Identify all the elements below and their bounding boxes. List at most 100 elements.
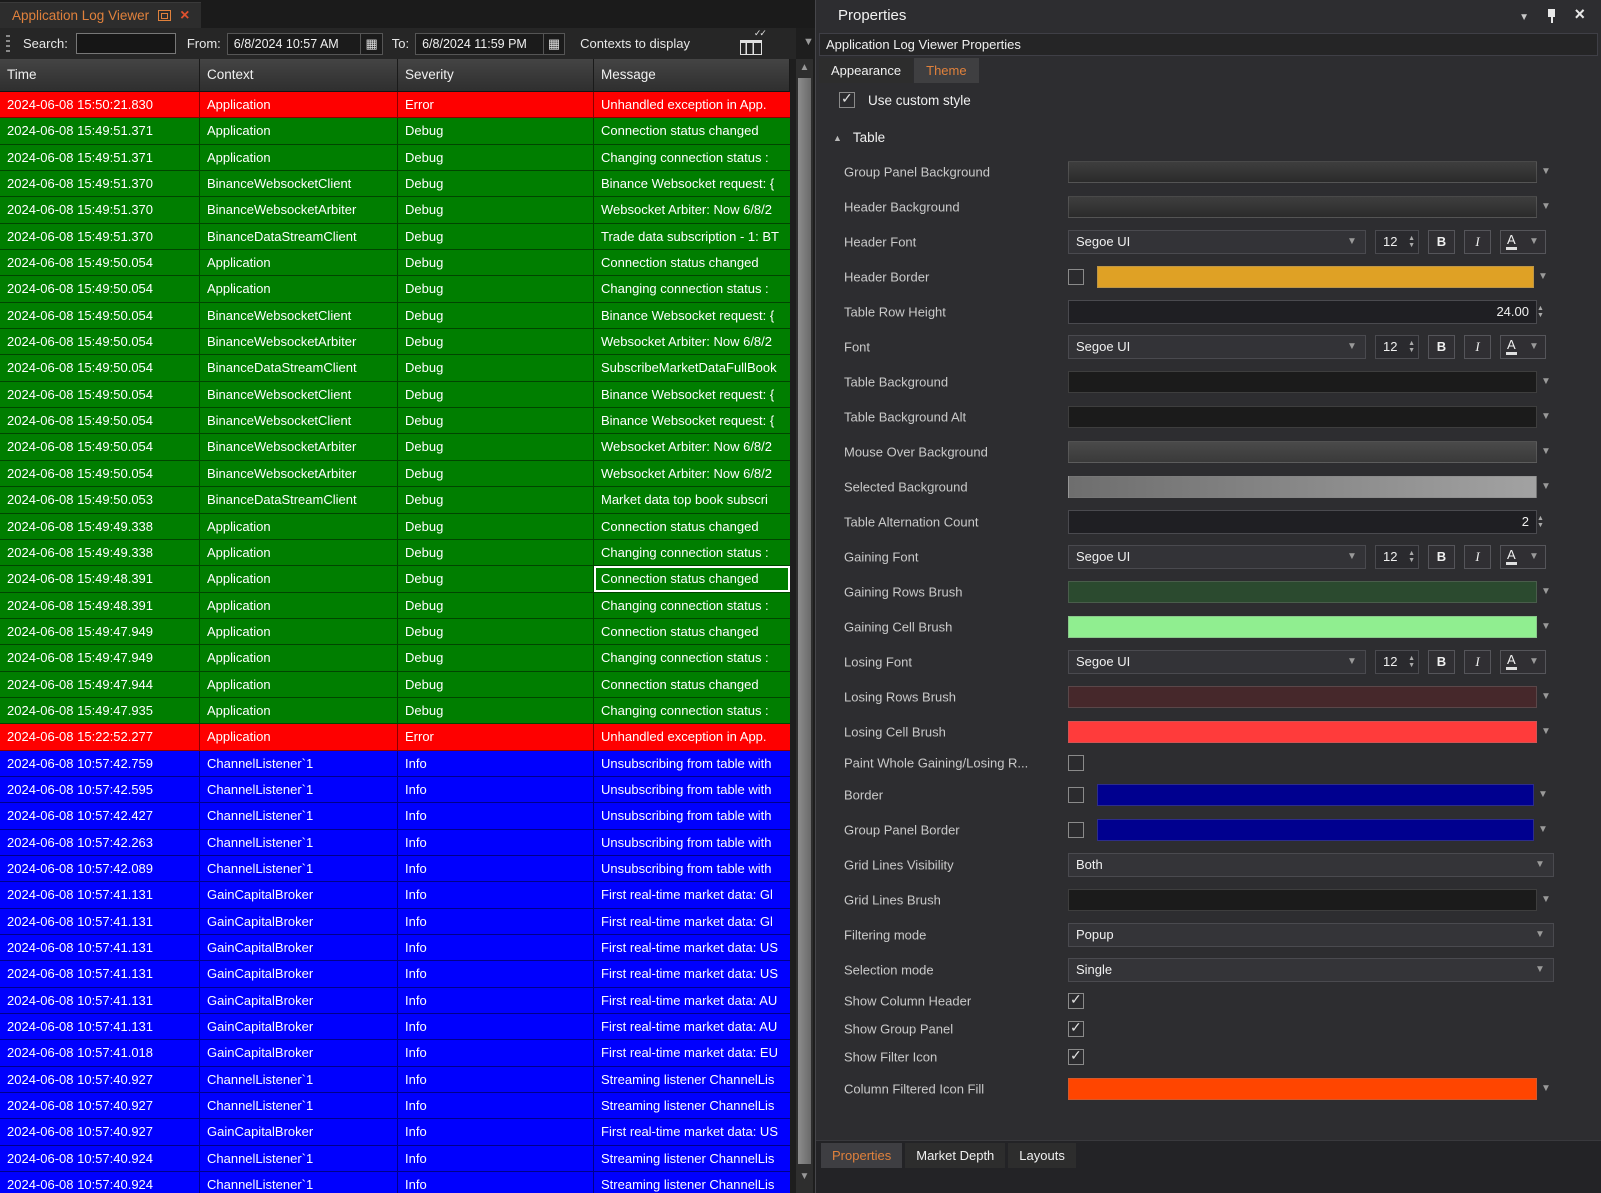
log-row[interactable]: 2024-06-08 15:49:48.391ApplicationDebugC… — [0, 566, 790, 592]
log-cell-severity[interactable]: Debug — [398, 171, 594, 197]
log-cell-severity[interactable]: Debug — [398, 329, 594, 355]
log-cell-message[interactable]: First real-time market data: Gl — [594, 882, 790, 908]
log-cell-context[interactable]: BinanceWebsocketClient — [200, 382, 398, 408]
scroll-thumb[interactable] — [798, 78, 811, 1164]
log-cell-context[interactable]: Application — [200, 645, 398, 671]
italic-button[interactable]: I — [1464, 545, 1491, 569]
log-cell-severity[interactable]: Debug — [398, 118, 594, 144]
log-cell-time[interactable]: 2024-06-08 15:49:51.370 — [0, 224, 200, 250]
log-cell-message[interactable]: Streaming listener ChannelLis — [594, 1172, 790, 1193]
log-cell-severity[interactable]: Debug — [398, 250, 594, 276]
chevron-down-icon[interactable]: ▼ — [1537, 789, 1549, 800]
bold-button[interactable]: B — [1428, 335, 1455, 359]
log-cell-context[interactable]: BinanceWebsocketArbiter — [200, 434, 398, 460]
log-cell-time[interactable]: 2024-06-08 15:49:47.944 — [0, 672, 200, 698]
chevron-down-icon[interactable]: ▼ — [1519, 12, 1529, 23]
log-row[interactable]: 2024-06-08 15:49:47.935ApplicationDebugC… — [0, 698, 790, 724]
log-cell-time[interactable]: 2024-06-08 15:49:49.338 — [0, 514, 200, 540]
log-cell-message[interactable]: Trade data subscription - 1: BT — [594, 224, 790, 250]
log-row[interactable]: 2024-06-08 15:49:50.054ApplicationDebugC… — [0, 250, 790, 276]
log-cell-context[interactable]: ChannelListener`1 — [200, 830, 398, 856]
spin-down-icon[interactable]: ▼ — [1408, 557, 1415, 564]
spinner-arrows[interactable]: ▲▼ — [1408, 550, 1415, 564]
color-swatch[interactable] — [1068, 581, 1537, 603]
checkbox[interactable]: ✓ — [1068, 993, 1084, 1009]
float-window-icon[interactable] — [158, 10, 171, 21]
log-row[interactable]: 2024-06-08 15:49:49.338ApplicationDebugC… — [0, 540, 790, 566]
spin-up-icon[interactable]: ▲ — [1408, 655, 1415, 662]
log-row[interactable]: 2024-06-08 15:49:47.949ApplicationDebugC… — [0, 619, 790, 645]
log-cell-time[interactable]: 2024-06-08 15:50:21.830 — [0, 92, 200, 118]
chevron-down-icon[interactable]: ▼ — [1540, 376, 1552, 387]
spin-down-icon[interactable]: ▼ — [1537, 312, 1544, 319]
log-row[interactable]: 2024-06-08 10:57:41.131GainCapitalBroker… — [0, 1014, 790, 1040]
font-family-dropdown[interactable]: Segoe UI▼ — [1068, 545, 1366, 569]
log-cell-context[interactable]: BinanceWebsocketArbiter — [200, 461, 398, 487]
log-scrollbar[interactable]: ▲ ▼ — [796, 59, 813, 1193]
log-cell-severity[interactable]: Info — [398, 961, 594, 987]
log-row[interactable]: 2024-06-08 10:57:40.927ChannelListener`1… — [0, 1093, 790, 1119]
log-cell-time[interactable]: 2024-06-08 15:49:50.054 — [0, 461, 200, 487]
color-swatch[interactable] — [1068, 721, 1537, 743]
chevron-down-icon[interactable]: ▼ — [1528, 341, 1540, 352]
log-cell-time[interactable]: 2024-06-08 15:49:47.935 — [0, 698, 200, 724]
log-cell-message[interactable]: SubscribeMarketDataFullBook — [594, 355, 790, 381]
log-cell-context[interactable]: Application — [200, 593, 398, 619]
log-cell-severity[interactable]: Debug — [398, 224, 594, 250]
log-cell-severity[interactable]: Debug — [398, 566, 594, 592]
log-cell-context[interactable]: BinanceWebsocketArbiter — [200, 329, 398, 355]
log-cell-context[interactable]: ChannelListener`1 — [200, 856, 398, 882]
number-input[interactable]: 2 — [1068, 510, 1537, 534]
dropdown-filtering-mode[interactable]: Popup▼ — [1068, 923, 1554, 947]
log-cell-context[interactable]: Application — [200, 540, 398, 566]
log-cell-time[interactable]: 2024-06-08 10:57:40.924 — [0, 1172, 200, 1193]
log-cell-severity[interactable]: Info — [398, 1014, 594, 1040]
log-cell-context[interactable]: Application — [200, 276, 398, 302]
log-cell-time[interactable]: 2024-06-08 10:57:40.927 — [0, 1093, 200, 1119]
font-size-spinner[interactable]: 12▲▼ — [1375, 545, 1419, 569]
log-cell-message[interactable]: First real-time market data: AU — [594, 988, 790, 1014]
log-cell-context[interactable]: ChannelListener`1 — [200, 777, 398, 803]
log-cell-time[interactable]: 2024-06-08 15:49:51.370 — [0, 197, 200, 223]
checkbox[interactable]: ✓ — [1068, 1021, 1084, 1037]
log-cell-time[interactable]: 2024-06-08 10:57:41.018 — [0, 1040, 200, 1066]
color-swatch[interactable] — [1068, 196, 1537, 218]
chevron-down-icon[interactable]: ▼ — [1540, 621, 1552, 632]
log-cell-context[interactable]: BinanceWebsocketClient — [200, 171, 398, 197]
log-cell-message[interactable]: Market data top book subscri — [594, 487, 790, 513]
use-custom-style-checkbox[interactable]: ✓ — [839, 92, 855, 108]
log-cell-context[interactable]: Application — [200, 118, 398, 144]
log-cell-severity[interactable]: Debug — [398, 461, 594, 487]
tab-application-log-viewer[interactable]: Application Log Viewer × — [0, 2, 201, 28]
bold-button[interactable]: B — [1428, 650, 1455, 674]
tab-appearance[interactable]: Appearance — [819, 58, 913, 83]
log-cell-message[interactable]: Connection status changed — [594, 566, 790, 592]
checkbox[interactable] — [1068, 822, 1084, 838]
log-row[interactable]: 2024-06-08 15:49:51.371ApplicationDebugC… — [0, 118, 790, 144]
chevron-down-icon[interactable]: ▼ — [1346, 341, 1358, 352]
log-cell-message[interactable]: Binance Websocket request: { — [594, 171, 790, 197]
log-cell-message[interactable]: Websocket Arbiter: Now 6/8/2 — [594, 329, 790, 355]
log-row[interactable]: 2024-06-08 10:57:40.927ChannelListener`1… — [0, 1067, 790, 1093]
log-cell-time[interactable]: 2024-06-08 15:49:48.391 — [0, 566, 200, 592]
log-cell-message[interactable]: Connection status changed — [594, 250, 790, 276]
log-cell-time[interactable]: 2024-06-08 10:57:42.263 — [0, 830, 200, 856]
log-cell-context[interactable]: GainCapitalBroker — [200, 1014, 398, 1040]
log-cell-severity[interactable]: Debug — [398, 698, 594, 724]
log-cell-severity[interactable]: Debug — [398, 672, 594, 698]
log-cell-time[interactable]: 2024-06-08 15:49:50.054 — [0, 329, 200, 355]
log-cell-message[interactable]: Unsubscribing from table with — [594, 856, 790, 882]
log-cell-severity[interactable]: Info — [398, 803, 594, 829]
log-cell-context[interactable]: GainCapitalBroker — [200, 961, 398, 987]
log-cell-time[interactable]: 2024-06-08 15:49:50.054 — [0, 434, 200, 460]
log-cell-context[interactable]: GainCapitalBroker — [200, 882, 398, 908]
checkbox[interactable] — [1068, 269, 1084, 285]
log-cell-time[interactable]: 2024-06-08 10:57:40.924 — [0, 1146, 200, 1172]
log-row[interactable]: 2024-06-08 15:22:52.277ApplicationErrorU… — [0, 724, 790, 750]
log-cell-message[interactable]: First real-time market data: US — [594, 1119, 790, 1145]
log-row[interactable]: 2024-06-08 15:49:50.054BinanceWebsocketA… — [0, 329, 790, 355]
log-cell-severity[interactable]: Debug — [398, 355, 594, 381]
tab-theme[interactable]: Theme — [914, 58, 978, 83]
log-cell-message[interactable]: Unsubscribing from table with — [594, 803, 790, 829]
log-cell-time[interactable]: 2024-06-08 10:57:41.131 — [0, 909, 200, 935]
